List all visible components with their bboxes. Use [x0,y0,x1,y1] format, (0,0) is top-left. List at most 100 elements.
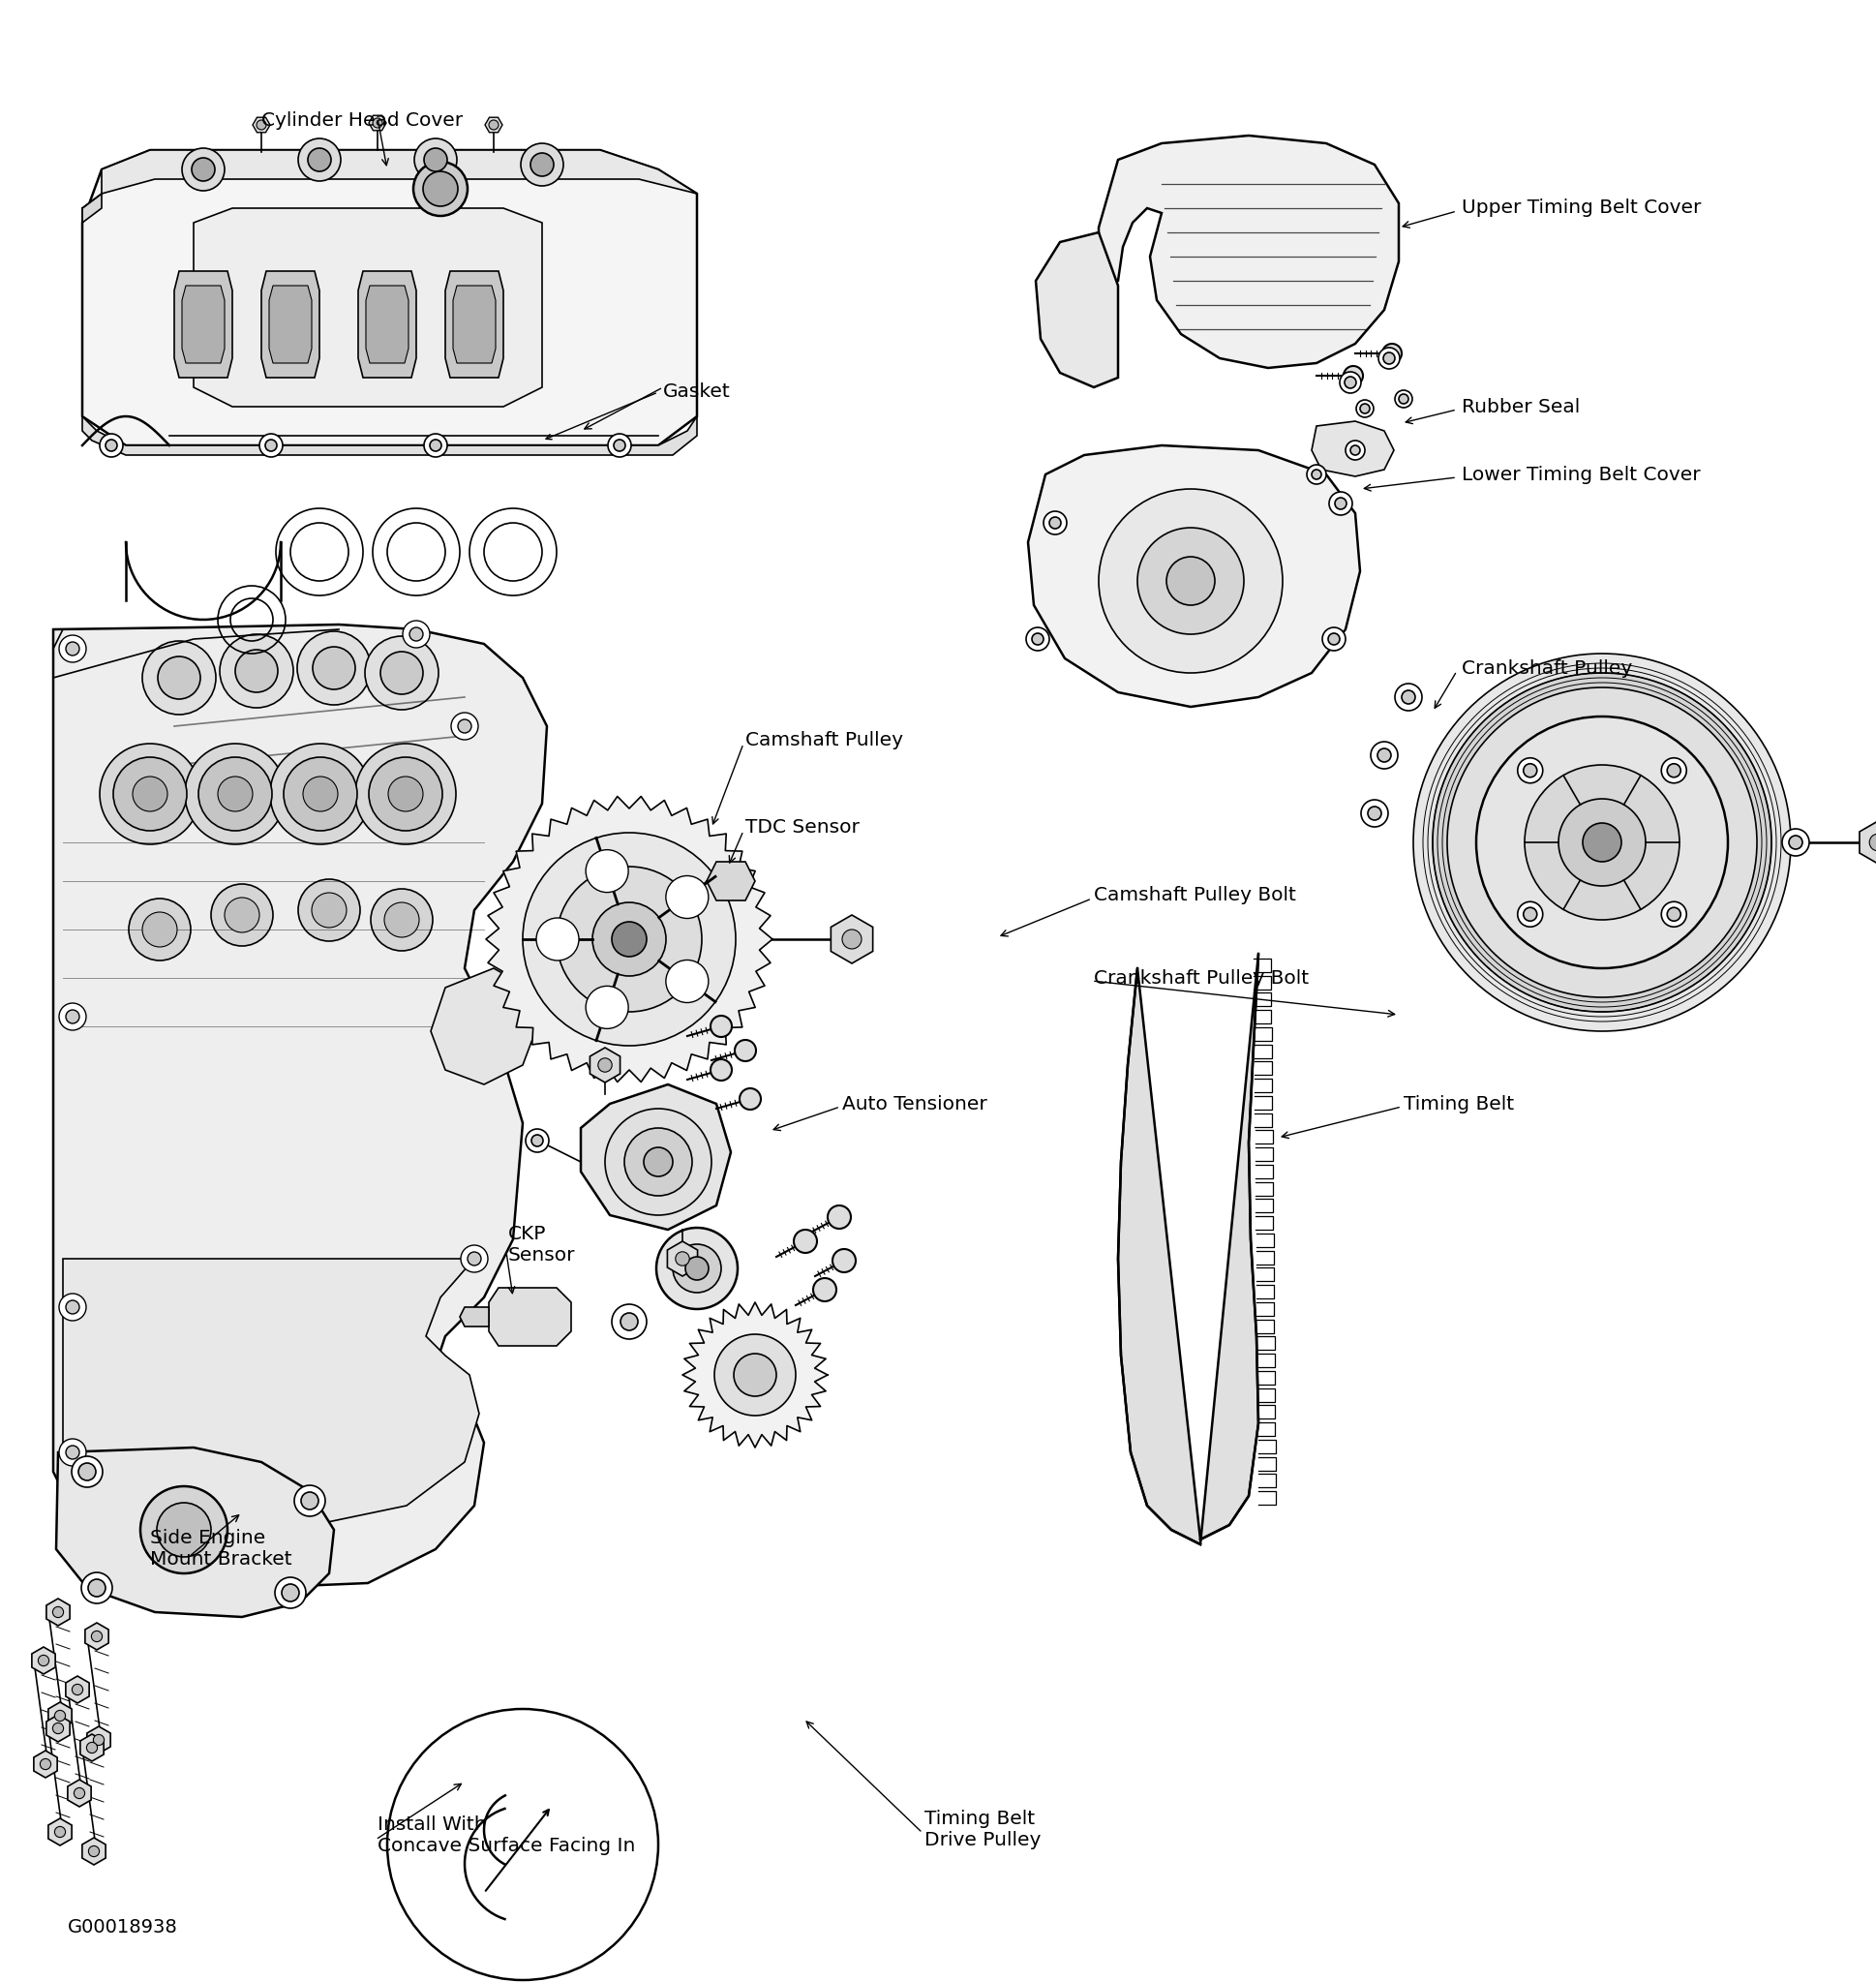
Circle shape [522,143,563,186]
Circle shape [218,777,253,811]
Circle shape [1790,836,1803,848]
Circle shape [386,1708,658,1980]
Circle shape [158,1502,210,1558]
Circle shape [1360,404,1369,414]
Text: Crankshaft Pulley: Crankshaft Pulley [1461,658,1632,678]
Polygon shape [358,272,416,379]
Circle shape [71,1457,103,1486]
Circle shape [403,620,430,648]
Circle shape [58,1003,86,1031]
Polygon shape [486,797,773,1082]
Text: Upper Timing Belt Cover: Upper Timing Belt Cover [1461,198,1702,218]
Circle shape [613,440,625,452]
Circle shape [643,1148,673,1177]
Polygon shape [49,1703,71,1728]
Circle shape [1868,834,1876,850]
Circle shape [1668,763,1681,777]
Circle shape [1032,632,1043,644]
Circle shape [86,1742,98,1754]
Circle shape [129,898,191,961]
Circle shape [450,714,478,739]
Circle shape [270,743,371,844]
Circle shape [409,628,422,640]
Polygon shape [64,1259,478,1530]
Circle shape [1518,757,1542,783]
Polygon shape [253,117,270,133]
Circle shape [1396,390,1413,408]
Circle shape [461,1245,488,1272]
Circle shape [53,1722,64,1734]
Circle shape [1383,343,1401,363]
Polygon shape [261,272,319,379]
Circle shape [593,902,666,975]
Polygon shape [56,1447,334,1617]
Circle shape [467,1253,480,1265]
Text: Gasket: Gasket [662,383,730,400]
Circle shape [141,1486,227,1574]
Polygon shape [370,115,386,131]
Circle shape [88,1845,99,1857]
Circle shape [1523,763,1536,777]
Circle shape [1343,367,1364,385]
Circle shape [94,1734,105,1746]
Circle shape [734,1354,777,1395]
Polygon shape [1118,953,1259,1544]
Text: Side Engine
Mount Bracket: Side Engine Mount Bracket [150,1530,293,1570]
Polygon shape [68,1780,92,1808]
Circle shape [1668,908,1681,922]
Polygon shape [445,272,503,379]
Circle shape [531,1136,542,1146]
Polygon shape [83,1837,105,1865]
Circle shape [422,170,458,206]
Circle shape [1360,801,1388,826]
Circle shape [625,1128,692,1195]
Circle shape [523,832,735,1046]
Polygon shape [589,1048,621,1082]
Circle shape [1026,628,1049,650]
Circle shape [424,434,446,458]
Polygon shape [486,117,503,133]
Circle shape [1379,347,1399,369]
Polygon shape [49,1817,71,1845]
Circle shape [58,1294,86,1320]
Polygon shape [668,1241,698,1276]
Circle shape [490,121,499,129]
Circle shape [105,440,116,452]
Circle shape [1396,684,1422,712]
Polygon shape [81,1734,103,1762]
Circle shape [313,646,355,690]
Circle shape [604,1108,711,1215]
Circle shape [739,1088,762,1110]
Text: Crankshaft Pulley Bolt: Crankshaft Pulley Bolt [1094,969,1309,987]
Circle shape [92,1631,101,1641]
Circle shape [234,650,278,692]
Circle shape [585,850,628,892]
Circle shape [1328,492,1353,515]
Circle shape [58,1439,86,1467]
Circle shape [259,434,283,458]
Circle shape [366,636,439,710]
Polygon shape [1311,422,1394,476]
Polygon shape [1099,135,1399,369]
Text: Timing Belt
Drive Pulley: Timing Belt Drive Pulley [925,1810,1041,1849]
Polygon shape [53,624,548,1588]
Circle shape [1525,765,1679,920]
Circle shape [113,757,188,830]
Circle shape [66,1445,79,1459]
Circle shape [812,1278,837,1302]
Polygon shape [84,1623,109,1649]
Circle shape [81,1572,113,1603]
Text: CKP
Sensor: CKP Sensor [508,1225,576,1265]
Circle shape [715,1334,795,1415]
Circle shape [143,640,216,716]
Circle shape [794,1229,818,1253]
Circle shape [1476,717,1728,969]
Circle shape [298,880,360,941]
Circle shape [88,1580,105,1597]
Circle shape [276,1578,306,1607]
Circle shape [1043,511,1067,535]
Circle shape [66,642,79,656]
Circle shape [621,1312,638,1330]
Text: Auto Tensioner: Auto Tensioner [842,1094,987,1114]
Circle shape [99,434,124,458]
